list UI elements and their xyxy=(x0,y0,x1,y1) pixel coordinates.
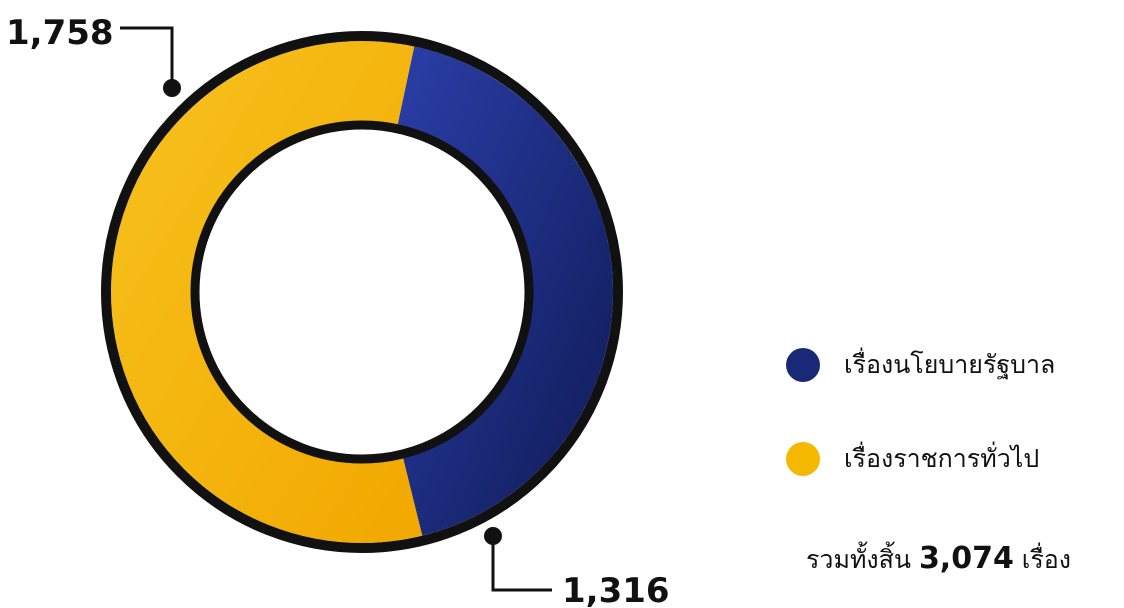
callout-general-affairs: 1,758 xyxy=(6,13,181,97)
slice-government-policy xyxy=(397,46,613,536)
value-label-government-policy: 1,316 xyxy=(562,571,670,608)
total-summary: รวมทั้งสิ้น 3,074 เรื่อง xyxy=(806,540,1122,580)
callouts: 1,758 1,316 xyxy=(6,13,670,608)
leader-dot-government-policy xyxy=(484,527,502,545)
leader-line-general-affairs xyxy=(120,26,174,88)
legend: เรื่องนโยบายรัฐบาล เรื่องราชการทั่วไป xyxy=(786,345,1116,533)
total-prefix: รวมทั้งสิ้น xyxy=(806,545,911,574)
total-value: 3,074 xyxy=(918,541,1014,576)
legend-item-government-policy: เรื่องนโยบายรัฐบาล xyxy=(786,345,1116,385)
outer-ring xyxy=(101,31,623,553)
legend-item-general-affairs: เรื่องราชการทั่วไป xyxy=(786,439,1116,479)
inner-ring xyxy=(190,120,534,464)
leader-dot-general-affairs xyxy=(163,79,181,97)
callout-government-policy: 1,316 xyxy=(484,527,670,608)
total-suffix: เรื่อง xyxy=(1021,545,1071,574)
legend-label-general-affairs: เรื่องราชการทั่วไป xyxy=(844,444,1040,473)
value-label-general-affairs: 1,758 xyxy=(6,13,114,53)
legend-label-government-policy: เรื่องนโยบายรัฐบาล xyxy=(844,350,1056,379)
legend-swatch-general-affairs xyxy=(786,442,820,476)
donut-slices xyxy=(101,31,623,553)
legend-swatch-government-policy xyxy=(786,348,820,382)
slice-general-affairs xyxy=(111,40,423,544)
leader-line-government-policy xyxy=(491,536,552,592)
